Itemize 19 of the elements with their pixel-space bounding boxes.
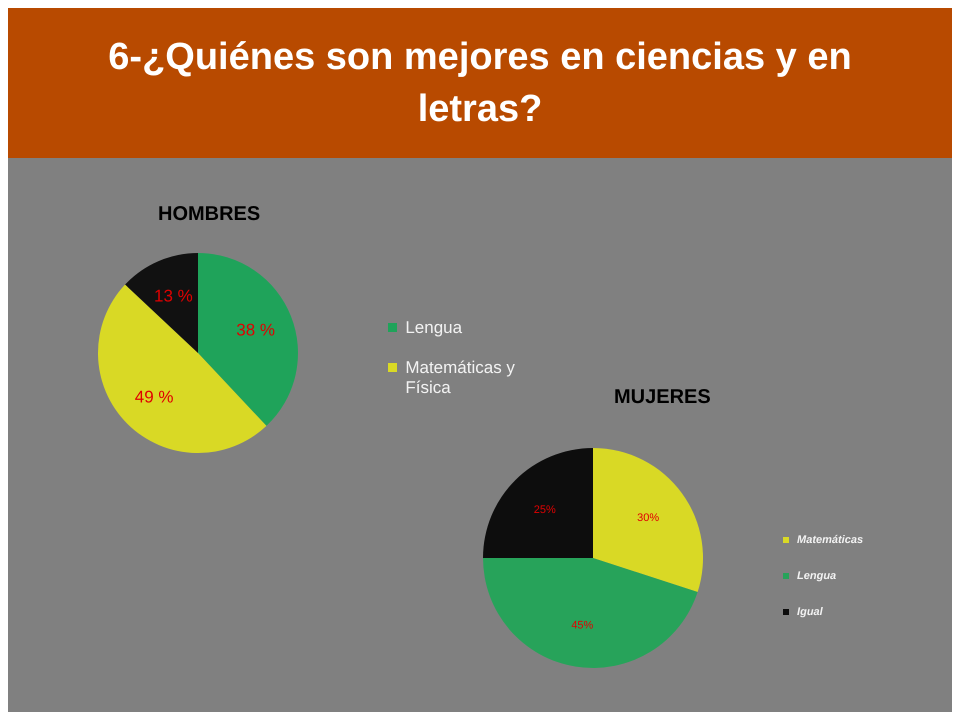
- legend-label: Lengua: [405, 318, 462, 338]
- chart-title: MUJERES: [614, 386, 711, 409]
- legend-label: Igual: [797, 606, 823, 618]
- chart-subtitle: HOMBRES: [158, 203, 260, 226]
- chart-title: 6-¿Quiénes son mejores en ciencias y en letras?: [8, 8, 952, 158]
- pie-slice: [483, 558, 698, 668]
- data-label: 49 %: [134, 387, 174, 406]
- pie-slice: [483, 448, 593, 558]
- data-label: 38 %: [236, 320, 276, 340]
- data-label: 13 %: [154, 286, 193, 306]
- data-label: 30%: [637, 512, 660, 524]
- pie-slice: [125, 253, 198, 353]
- data-label: 25%: [534, 504, 556, 516]
- data-label: 45%: [571, 619, 594, 632]
- pie-slice: [198, 253, 298, 426]
- legend-label: Matemáticas: [797, 534, 864, 546]
- pie-slice: [593, 448, 703, 592]
- legend-label: Lengua: [797, 570, 836, 582]
- legend-label: Matemáticas y Física: [405, 358, 516, 398]
